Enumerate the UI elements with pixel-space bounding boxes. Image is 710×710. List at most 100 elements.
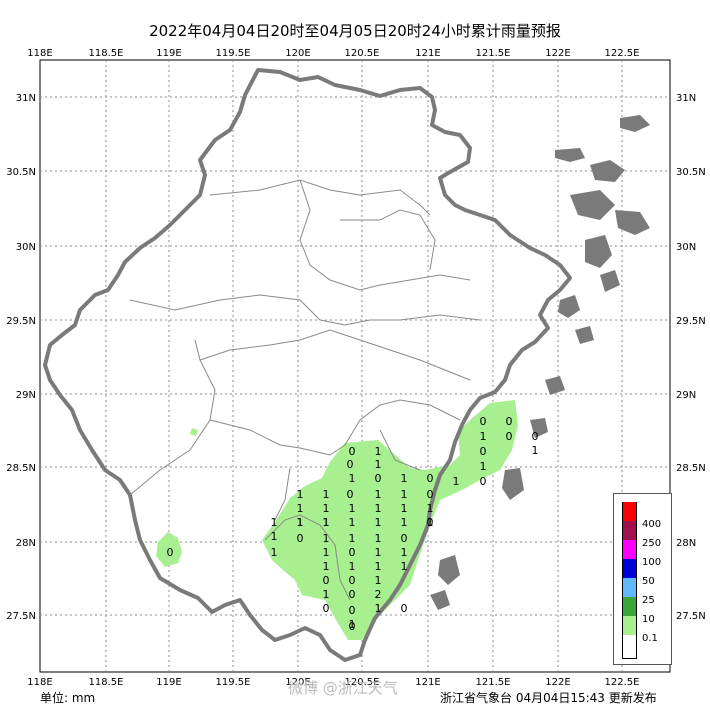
station-value: 1 bbox=[271, 546, 278, 559]
station-value: 1 bbox=[453, 475, 460, 488]
lon-tick-labels-bottom: 118E 118.5E 119E 119.5E 120E 120.5E 121E… bbox=[27, 677, 639, 688]
legend-label: 0.1 bbox=[642, 633, 658, 644]
lon-tick: 120E bbox=[285, 48, 310, 59]
legend-swatch bbox=[622, 559, 637, 583]
station-value: 1 bbox=[349, 472, 356, 485]
lon-tick: 122.5E bbox=[605, 48, 640, 59]
lon-tick: 120.5E bbox=[345, 677, 380, 688]
legend-swatch bbox=[622, 635, 637, 659]
station-value: 1 bbox=[480, 430, 487, 443]
lat-tick: 30N bbox=[676, 242, 696, 253]
station-value: 1 bbox=[297, 516, 304, 529]
page-title: 2022年04月04日20时至04月05日20时24小时累计雨量预报 bbox=[149, 22, 561, 40]
station-value: 1 bbox=[349, 502, 356, 515]
lon-tick: 120.5E bbox=[345, 48, 380, 59]
color-legend: 400 250 100 50 25 10 0.1 bbox=[613, 493, 672, 665]
station-value: 1 bbox=[349, 532, 356, 545]
lon-tick: 121.5E bbox=[476, 48, 511, 59]
lon-tick: 122.5E bbox=[605, 677, 640, 688]
watermark: 微博 @浙江天气 bbox=[288, 679, 398, 697]
lon-tick: 118E bbox=[27, 48, 52, 59]
station-value: 1 bbox=[401, 560, 408, 573]
station-value: 0 bbox=[349, 588, 356, 601]
legend-label: 250 bbox=[642, 538, 662, 549]
lat-tick: 27.5N bbox=[6, 611, 36, 622]
lon-tick: 120E bbox=[285, 677, 310, 688]
lat-tick-labels-left: 31N 30.5N 30N 29.5N 29N 28.5N 28N 27.5N bbox=[6, 93, 36, 622]
city-boundaries bbox=[129, 179, 481, 601]
lat-tick: 28N bbox=[676, 538, 696, 549]
station-value: 0 bbox=[349, 546, 356, 559]
legend-label: 50 bbox=[642, 576, 655, 587]
station-value: 1 bbox=[323, 546, 330, 559]
station-value: 0 bbox=[532, 430, 539, 443]
lon-tick: 118.5E bbox=[89, 677, 124, 688]
legend-item: 10 bbox=[614, 597, 671, 625]
unit-label: 单位: mm bbox=[40, 691, 96, 705]
lon-tick: 122E bbox=[545, 48, 570, 59]
station-value: 0 bbox=[506, 430, 513, 443]
station-value: 1 bbox=[323, 516, 330, 529]
station-value: 1 bbox=[375, 458, 382, 471]
lat-tick: 28N bbox=[16, 538, 36, 549]
station-value: 0 bbox=[167, 546, 174, 559]
station-value: 1 bbox=[323, 502, 330, 515]
lon-tick: 119E bbox=[156, 677, 181, 688]
station-value: 1 bbox=[375, 532, 382, 545]
station-value: 1 bbox=[297, 502, 304, 515]
legend-item: 0.1 bbox=[614, 616, 671, 644]
station-value: 1 bbox=[297, 488, 304, 501]
lon-tick-labels-top: 118E 118.5E 119E 119.5E 120E 120.5E 121E… bbox=[27, 48, 639, 59]
station-value: 1 bbox=[297, 516, 304, 529]
lat-tick: 31N bbox=[676, 93, 696, 104]
station-value: 1 bbox=[427, 502, 434, 515]
station-value: 0 bbox=[480, 445, 487, 458]
station-value: 0 bbox=[349, 574, 356, 587]
station-value: 1 bbox=[401, 502, 408, 515]
station-value: 0 bbox=[427, 516, 434, 529]
legend-item: 50 bbox=[614, 559, 671, 587]
lon-tick: 121.5E bbox=[476, 677, 511, 688]
station-value: 1 bbox=[349, 516, 356, 529]
legend-item bbox=[614, 635, 671, 659]
legend-swatch bbox=[622, 540, 637, 564]
lat-tick: 30N bbox=[16, 242, 36, 253]
offshore-islands bbox=[430, 115, 650, 610]
station-value: 0 bbox=[506, 415, 513, 428]
station-value: 0 bbox=[427, 472, 434, 485]
station-value: 2 bbox=[375, 588, 382, 601]
lon-tick: 121E bbox=[415, 48, 440, 59]
lon-tick: 118E bbox=[27, 677, 52, 688]
lat-tick-labels-right: 31N 30.5N 30N 29.5N 29N 28.5N 28N 27.5N bbox=[676, 93, 706, 622]
station-value: 1 bbox=[323, 588, 330, 601]
lat-tick: 29N bbox=[16, 390, 36, 401]
lon-tick: 118.5E bbox=[89, 48, 124, 59]
station-value: 0 bbox=[347, 458, 354, 471]
lat-tick: 30.5N bbox=[6, 167, 36, 178]
lat-tick: 31N bbox=[16, 93, 36, 104]
legend-item: 250 bbox=[614, 521, 671, 549]
station-value: 1 bbox=[401, 516, 408, 529]
legend-label: 100 bbox=[642, 557, 662, 568]
legend-item: 25 bbox=[614, 578, 671, 606]
station-value: 1 bbox=[323, 488, 330, 501]
legend-item: 100 bbox=[614, 540, 671, 568]
lon-tick: 119.5E bbox=[216, 677, 251, 688]
station-value: 0 bbox=[349, 445, 356, 458]
station-value: 1 bbox=[375, 546, 382, 559]
station-value: 0 bbox=[401, 532, 408, 545]
station-value: 1 bbox=[401, 546, 408, 559]
station-value: 1 bbox=[271, 516, 278, 529]
station-value: 1 bbox=[271, 530, 278, 543]
lat-tick: 28.5N bbox=[6, 463, 36, 474]
legend-swatch bbox=[622, 578, 637, 602]
station-value: 0 bbox=[375, 472, 382, 485]
legend-swatch bbox=[622, 597, 637, 621]
station-value: 1 bbox=[375, 560, 382, 573]
station-value: 1 bbox=[375, 445, 382, 458]
station-value: 0 bbox=[323, 574, 330, 587]
lat-tick: 28.5N bbox=[676, 463, 706, 474]
lon-tick: 122E bbox=[545, 677, 570, 688]
province-boundary bbox=[43, 68, 572, 662]
lat-tick: 30.5N bbox=[676, 167, 706, 178]
